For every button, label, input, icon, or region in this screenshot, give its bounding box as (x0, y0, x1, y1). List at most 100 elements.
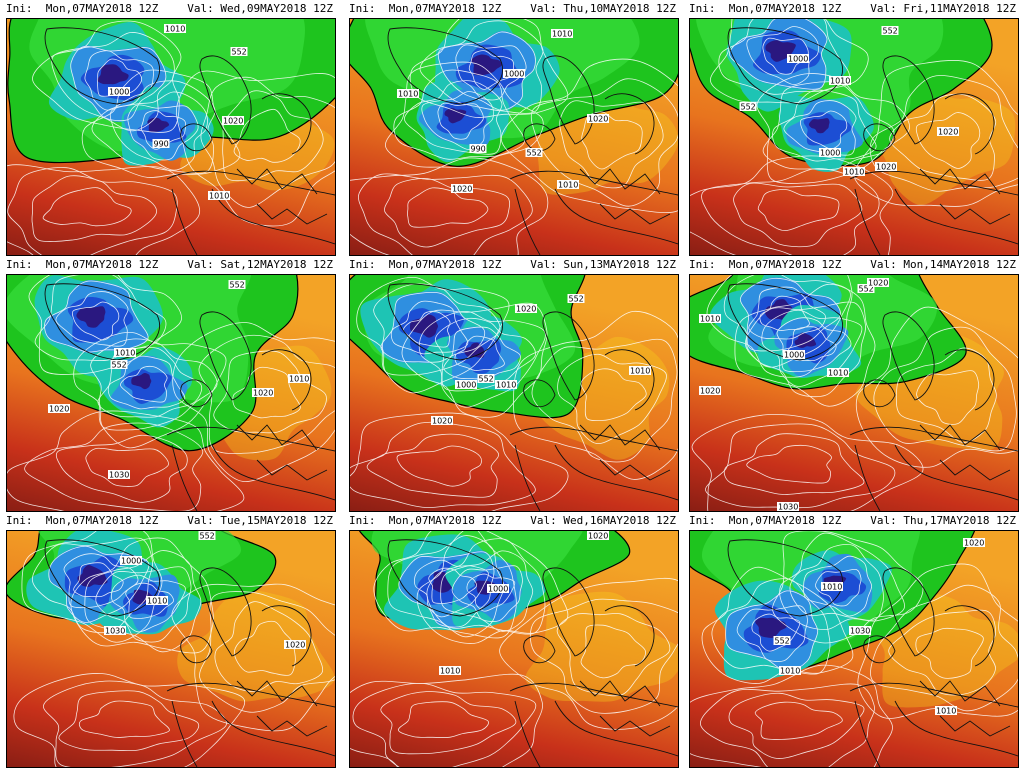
init-time-label: Ini: Mon,07MAY2018 12Z (6, 256, 158, 274)
contour-value-label: 1020 (223, 117, 243, 126)
panel-header: Ini: Mon,07MAY2018 12Z Val: Mon,14MAY2018… (683, 256, 1024, 274)
contour-value-label: 1000 (504, 70, 524, 79)
contour-value-label: 1020 (452, 185, 472, 194)
contour-value-label: 1020 (49, 405, 69, 414)
contour-value-label: 1010 (822, 583, 842, 592)
init-time-label: Ini: Mon,07MAY2018 12Z (349, 512, 501, 530)
init-time-label: Ini: Mon,07MAY2018 12Z (689, 0, 841, 18)
contour-value-label: 1010 (830, 77, 850, 86)
contour-value-label: 1000 (456, 381, 476, 390)
panel-header: Ini: Mon,07MAY2018 12Z Val: Thu,10MAY2018… (343, 0, 684, 18)
contour-value-label: 1020 (253, 389, 273, 398)
contour-value-label: 1030 (778, 503, 798, 512)
contour-value-label: 1020 (432, 417, 452, 426)
forecast-panel: Ini: Mon,07MAY2018 12Z Val: Sun,13MAY2018… (343, 256, 684, 512)
panel-header: Ini: Mon,07MAY2018 12Z Val: Sat,12MAY2018… (0, 256, 341, 274)
contour-value-label: 1030 (105, 627, 125, 636)
contour-value-label: 1010 (780, 667, 800, 676)
valid-time-label: Val: Thu,17MAY2018 12Z (870, 512, 1016, 530)
contour-value-label: 1010 (115, 349, 135, 358)
geopotential-map: 552 1000 1010 1030 1020 (6, 530, 336, 768)
contour-value-label: 1010 (700, 315, 720, 324)
valid-time-label: Val: Fri,11MAY2018 12Z (870, 0, 1016, 18)
valid-time-label: Val: Wed,16MAY2018 12Z (530, 512, 676, 530)
geopotential-map: 552 1020 1010 1000 1010 1020 1030 (689, 274, 1019, 512)
valid-time-label: Val: Thu,10MAY2018 12Z (530, 0, 676, 18)
forecast-panel: Ini: Mon,07MAY2018 12Z Val: Thu,17MAY2018… (683, 512, 1024, 768)
contour-value-label: 1010 (558, 181, 578, 190)
geopotential-map: 1020 1000 1010 (349, 530, 679, 768)
contour-value-label: 1000 (784, 351, 804, 360)
map-canvas: 1020 1000 1010 (350, 531, 678, 767)
contour-value-label: 552 (112, 361, 127, 370)
forecast-panel: Ini: Mon,07MAY2018 12Z Val: Fri,11MAY2018… (683, 0, 1024, 256)
init-time-label: Ini: Mon,07MAY2018 12Z (6, 512, 158, 530)
contour-value-label: 1020 (700, 387, 720, 396)
map-canvas: 552 1000 1010 552 1020 1000 1010 1020 (690, 19, 1018, 255)
contour-value-label: 1020 (876, 163, 896, 172)
contour-value-label: 1020 (588, 532, 608, 541)
geopotential-map: 1020 552 1010 1030 1010 1010 (689, 530, 1019, 768)
valid-time-label: Val: Mon,14MAY2018 12Z (870, 256, 1016, 274)
map-canvas: 55210201000 101055210101020 (350, 275, 678, 511)
contour-value-label: 1010 (209, 192, 229, 201)
contour-value-label: 1010 (398, 90, 418, 99)
contour-value-label: 552 (230, 281, 245, 290)
contour-value-label: 552 (200, 532, 215, 541)
contour-value-label: 1020 (516, 305, 536, 314)
contour-value-label: 1010 (828, 369, 848, 378)
contour-value-label: 1030 (850, 627, 870, 636)
forecast-panel: Ini: Mon,07MAY2018 12Z Val: Wed,09MAY2018… (0, 0, 341, 256)
contour-value-label: 990 (471, 145, 486, 154)
map-canvas: 1020 552 1010 1030 1010 1010 (690, 531, 1018, 767)
panel-header: Ini: Mon,07MAY2018 12Z Val: Tue,15MAY2018… (0, 512, 341, 530)
contour-value-label: 1020 (868, 279, 888, 288)
forecast-panel: Ini: Mon,07MAY2018 12Z Val: Tue,15MAY2018… (0, 512, 341, 768)
valid-time-label: Val: Sat,12MAY2018 12Z (187, 256, 333, 274)
panel-header: Ini: Mon,07MAY2018 12Z Val: Wed,09MAY2018… (0, 0, 341, 18)
contour-value-label: 1000 (488, 585, 508, 594)
map-canvas: 1010 1000 1010 1020 990 552 1020 1010 (350, 19, 678, 255)
geopotential-map: 552 1000 1010 552 1020 1000 1010 1020 (689, 18, 1019, 256)
geopotential-map: 1010 1000 1010 1020 990 552 1020 1010 (349, 18, 679, 256)
init-time-label: Ini: Mon,07MAY2018 12Z (349, 256, 501, 274)
geopotential-map: 552 1020 1000 1010 552 1010 1020 (349, 274, 679, 512)
contour-value-label: 1000 (109, 88, 129, 97)
contour-value-label: 1020 (938, 128, 958, 137)
map-canvas: 1010 552 1000 1020 990 1010 (7, 19, 335, 255)
forecast-panel: Ini: Mon,07MAY2018 12Z Val: Mon,14MAY2018… (683, 256, 1024, 512)
geopotential-map: 552 1010 552 1010 1020 1020 1030 (6, 274, 336, 512)
contour-value-label: 1000 (820, 149, 840, 158)
contour-value-label: 1020 (588, 115, 608, 124)
init-time-label: Ini: Mon,07MAY2018 12Z (349, 0, 501, 18)
init-time-label: Ini: Mon,07MAY2018 12Z (689, 256, 841, 274)
contour-value-label: 1000 (788, 55, 808, 64)
geopotential-map: 1010 552 1000 1020 990 1010 (6, 18, 336, 256)
contour-value-label: 1020 (285, 641, 305, 650)
valid-time-label: Val: Tue,15MAY2018 12Z (187, 512, 333, 530)
contour-value-label: 1010 (936, 707, 956, 716)
forecast-panel: Ini: Mon,07MAY2018 12Z Val: Thu,10MAY2018… (343, 0, 684, 256)
contour-value-label: 1010 (496, 381, 516, 390)
forecast-panel: Ini: Mon,07MAY2018 12Z Val: Wed,16MAY2018… (343, 512, 684, 768)
map-canvas: 552 1000 1010 1030 1020 (7, 531, 335, 767)
contour-value-label: 552 (883, 27, 898, 36)
contour-value-label: 1010 (552, 30, 572, 39)
contour-value-label: 552 (232, 48, 247, 57)
contour-value-label: 552 (479, 375, 494, 384)
contour-value-label: 1010 (440, 667, 460, 676)
contour-value-label: 1010 (147, 597, 167, 606)
valid-time-label: Val: Sun,13MAY2018 12Z (530, 256, 676, 274)
contour-value-label: 1020 (964, 539, 984, 548)
init-time-label: Ini: Mon,07MAY2018 12Z (689, 512, 841, 530)
contour-value-label: 552 (775, 637, 790, 646)
panel-header: Ini: Mon,07MAY2018 12Z Val: Sun,13MAY2018… (343, 256, 684, 274)
panel-header: Ini: Mon,07MAY2018 12Z Val: Thu,17MAY2018… (683, 512, 1024, 530)
contour-value-label: 552 (527, 149, 542, 158)
valid-time-label: Val: Wed,09MAY2018 12Z (187, 0, 333, 18)
contour-value-label: 1010 (630, 367, 650, 376)
contour-value-label: 990 (154, 140, 169, 149)
contour-value-label: 552 (741, 103, 756, 112)
contour-value-label: 1010 (844, 168, 864, 177)
